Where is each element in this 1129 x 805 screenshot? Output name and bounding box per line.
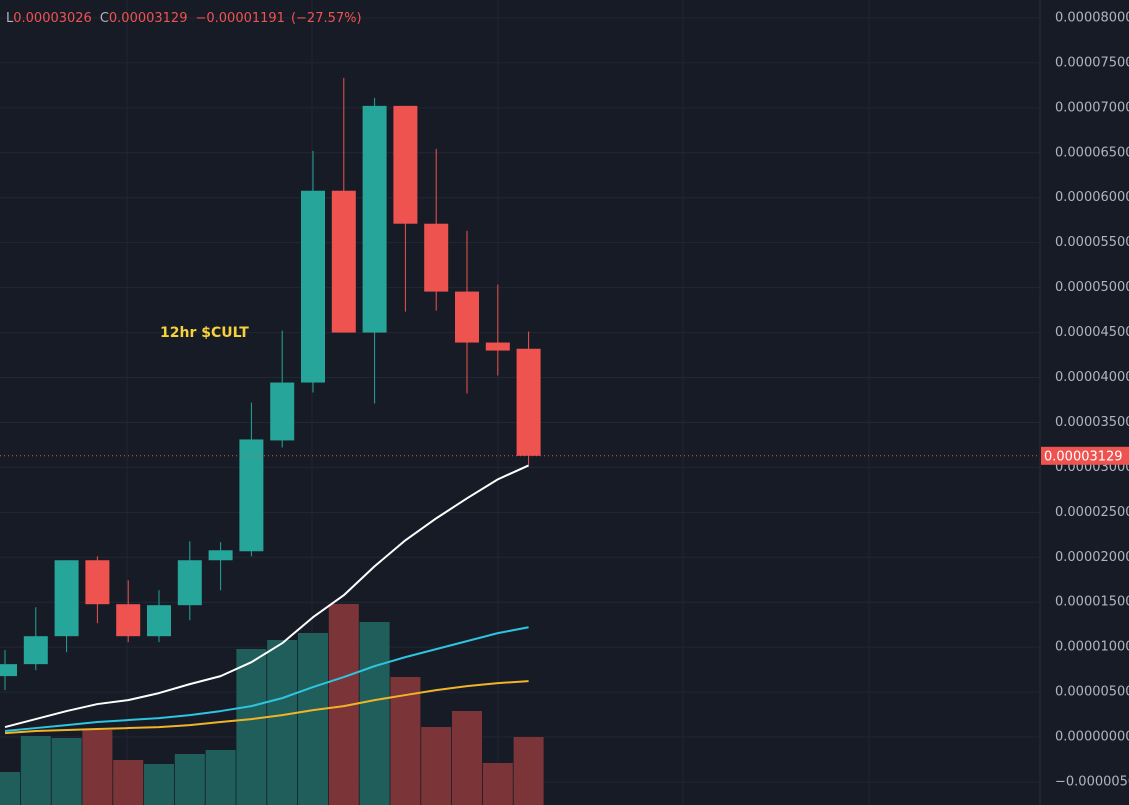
- volume-bar: [0, 772, 20, 805]
- candle-body: [516, 348, 541, 456]
- volume-bar: [236, 649, 267, 805]
- candle-body: [54, 560, 79, 637]
- legend-item: L: [6, 11, 14, 26]
- volume-bar: [267, 640, 298, 805]
- legend-item: C: [100, 11, 109, 26]
- ohlc-legend: L0.00003026 C0.00003129 −0.00001191 (−27.57…: [6, 11, 362, 26]
- y-tick-label: 0.00005500: [1055, 235, 1129, 250]
- y-tick-label: 0.00004000: [1055, 370, 1129, 385]
- annotation: 12hr $CULT: [160, 325, 249, 341]
- candle-body: [301, 190, 325, 383]
- y-tick-label: 0.00007500: [1055, 55, 1129, 70]
- volume-bar: [113, 760, 144, 805]
- candle-body: [485, 342, 510, 351]
- moving-average-line: [4, 680, 529, 735]
- volume-bar: [513, 737, 544, 805]
- candle-body: [424, 223, 449, 292]
- legend-item: 0.00003026: [13, 11, 92, 26]
- y-tick-label: 0.00001500: [1055, 595, 1129, 610]
- candle-body: [116, 604, 141, 637]
- last-price-label: 0.00003129: [1044, 449, 1123, 464]
- volume-bar: [205, 750, 236, 805]
- y-tick-label: 0.00006000: [1055, 190, 1129, 205]
- y-tick-label: −0.00000500: [1055, 774, 1129, 789]
- candle-body: [270, 382, 295, 441]
- volume-bar: [298, 633, 328, 805]
- candle-body: [208, 550, 233, 561]
- y-tick-label: 0.00005000: [1055, 280, 1129, 295]
- volume-bar: [144, 764, 174, 805]
- volume-bar: [482, 763, 513, 805]
- candle-body: [177, 560, 202, 606]
- candle-body: [455, 291, 479, 343]
- candle-body: [147, 605, 171, 637]
- y-tick-label: 0.00008000: [1055, 10, 1129, 25]
- y-tick-label: 0.00001000: [1055, 640, 1129, 655]
- y-tick-label: 0.00002500: [1055, 505, 1129, 520]
- candle-body: [85, 560, 110, 605]
- legend-item: (−27.57%): [291, 11, 362, 26]
- candle-body: [239, 439, 264, 552]
- legend-item: 0.00003129: [109, 11, 188, 26]
- volume-bar: [82, 730, 113, 805]
- y-tick-label: 0.00007000: [1055, 100, 1129, 115]
- candle-body: [23, 636, 48, 665]
- moving-average-line: [4, 626, 529, 733]
- volume-bar: [452, 711, 482, 805]
- y-tick-label: 0.00002000: [1055, 550, 1129, 565]
- y-tick-label: 0.00000500: [1055, 685, 1129, 700]
- candle-body: [0, 664, 17, 677]
- moving-average-line: [4, 464, 530, 729]
- y-tick-label: 0.00006500: [1055, 145, 1129, 160]
- y-tick-label: 0.00003500: [1055, 415, 1129, 430]
- volume-bar: [20, 736, 51, 805]
- legend-item: −0.00001191: [195, 11, 284, 26]
- volume-bar: [390, 677, 421, 805]
- last-price-box: [1041, 446, 1129, 465]
- candle-body: [393, 105, 418, 224]
- y-tick-label: 0.00004500: [1055, 325, 1129, 340]
- candle-body: [362, 105, 387, 333]
- volume-bar: [174, 754, 205, 805]
- candle-body: [331, 190, 356, 333]
- y-tick-label: 0.00000000: [1055, 730, 1129, 745]
- volume-bar: [51, 738, 82, 805]
- volume-bar: [421, 727, 452, 805]
- volume-bar: [359, 622, 390, 805]
